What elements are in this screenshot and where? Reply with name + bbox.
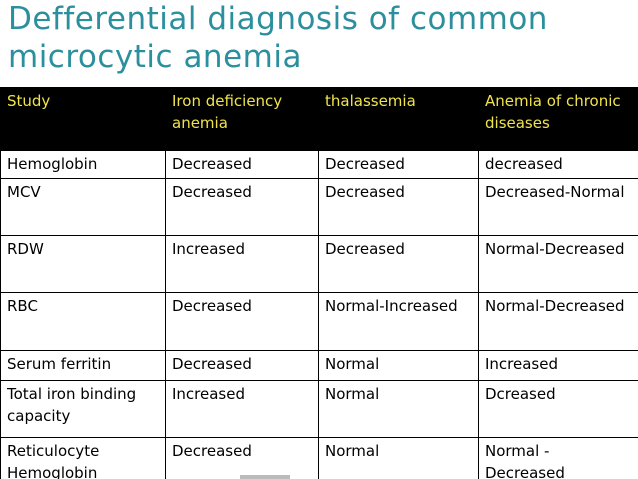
- header-cell: Anemia of chronic diseases: [478, 87, 638, 151]
- header-cell: Study: [0, 87, 166, 151]
- table-row: RBC Decreased Normal-Increased Normal-Decre…: [0, 292, 638, 351]
- comparison-table: Study Iron deficiency anemia thalassemia An…: [0, 87, 638, 479]
- table-cell: RDW: [0, 235, 166, 293]
- table-row: Total iron binding capacity Increased Norm…: [0, 380, 638, 438]
- table-cell: Decreased-Normal: [478, 178, 638, 236]
- table-row: MCV Decreased Decreased Decreased-Normal: [0, 178, 638, 236]
- table-row: Serum ferritin Decreased Normal Increased: [0, 350, 638, 381]
- table-cell: Decreased: [165, 150, 319, 179]
- header-cell: thalassemia: [318, 87, 479, 151]
- slide-title: Defferential diagnosis of common microcy…: [8, 0, 548, 76]
- table-cell: Serum ferritin: [0, 350, 166, 381]
- table-cell: Increased: [478, 350, 638, 381]
- table-row: Hemoglobin Decreased Decreased decreased: [0, 150, 638, 179]
- table-cell: Normal: [318, 437, 479, 479]
- table-cell: Total iron binding capacity: [0, 380, 166, 438]
- table-cell: Decreased: [318, 178, 479, 236]
- table-cell: decreased: [478, 150, 638, 179]
- table-cell: Increased: [165, 235, 319, 293]
- table-cell: MCV: [0, 178, 166, 236]
- table-cell: Normal-Increased: [318, 292, 479, 351]
- table-cell: Decreased: [318, 150, 479, 179]
- table-row: RDW Increased Decreased Normal-Decreased: [0, 235, 638, 293]
- table-row: Reticulocyte Hemoglobin Decreased Normal No…: [0, 437, 638, 479]
- header-cell: Iron deficiency anemia: [165, 87, 319, 151]
- title-line: microcytic anemia: [8, 39, 302, 75]
- header-row: Study Iron deficiency anemia thalassemia An…: [0, 87, 638, 151]
- table-cell: Decreased: [165, 350, 319, 381]
- table-cell: Hemoglobin: [0, 150, 166, 179]
- table-cell: Reticulocyte Hemoglobin: [0, 437, 166, 479]
- table-cell: Normal-Decreased: [478, 292, 638, 351]
- table-cell: Normal-Decreased: [478, 235, 638, 293]
- table-cell: Normal: [318, 350, 479, 381]
- table-cell: Normal - Decreased: [478, 437, 638, 479]
- table-container: Study Iron deficiency anemia thalassemia An…: [0, 87, 638, 479]
- table-cell: Decreased: [165, 178, 319, 236]
- scroll-indicator: [240, 475, 290, 479]
- table-cell: Decreased: [318, 235, 479, 293]
- table-cell: Increased: [165, 380, 319, 438]
- table-cell: RBC: [0, 292, 166, 351]
- table-cell: Normal: [318, 380, 479, 438]
- table-cell: Decreased: [165, 292, 319, 351]
- table-cell: Decreased: [165, 437, 319, 479]
- title-line: Defferential diagnosis of common: [8, 1, 548, 37]
- table-cell: Dcreased: [478, 380, 638, 438]
